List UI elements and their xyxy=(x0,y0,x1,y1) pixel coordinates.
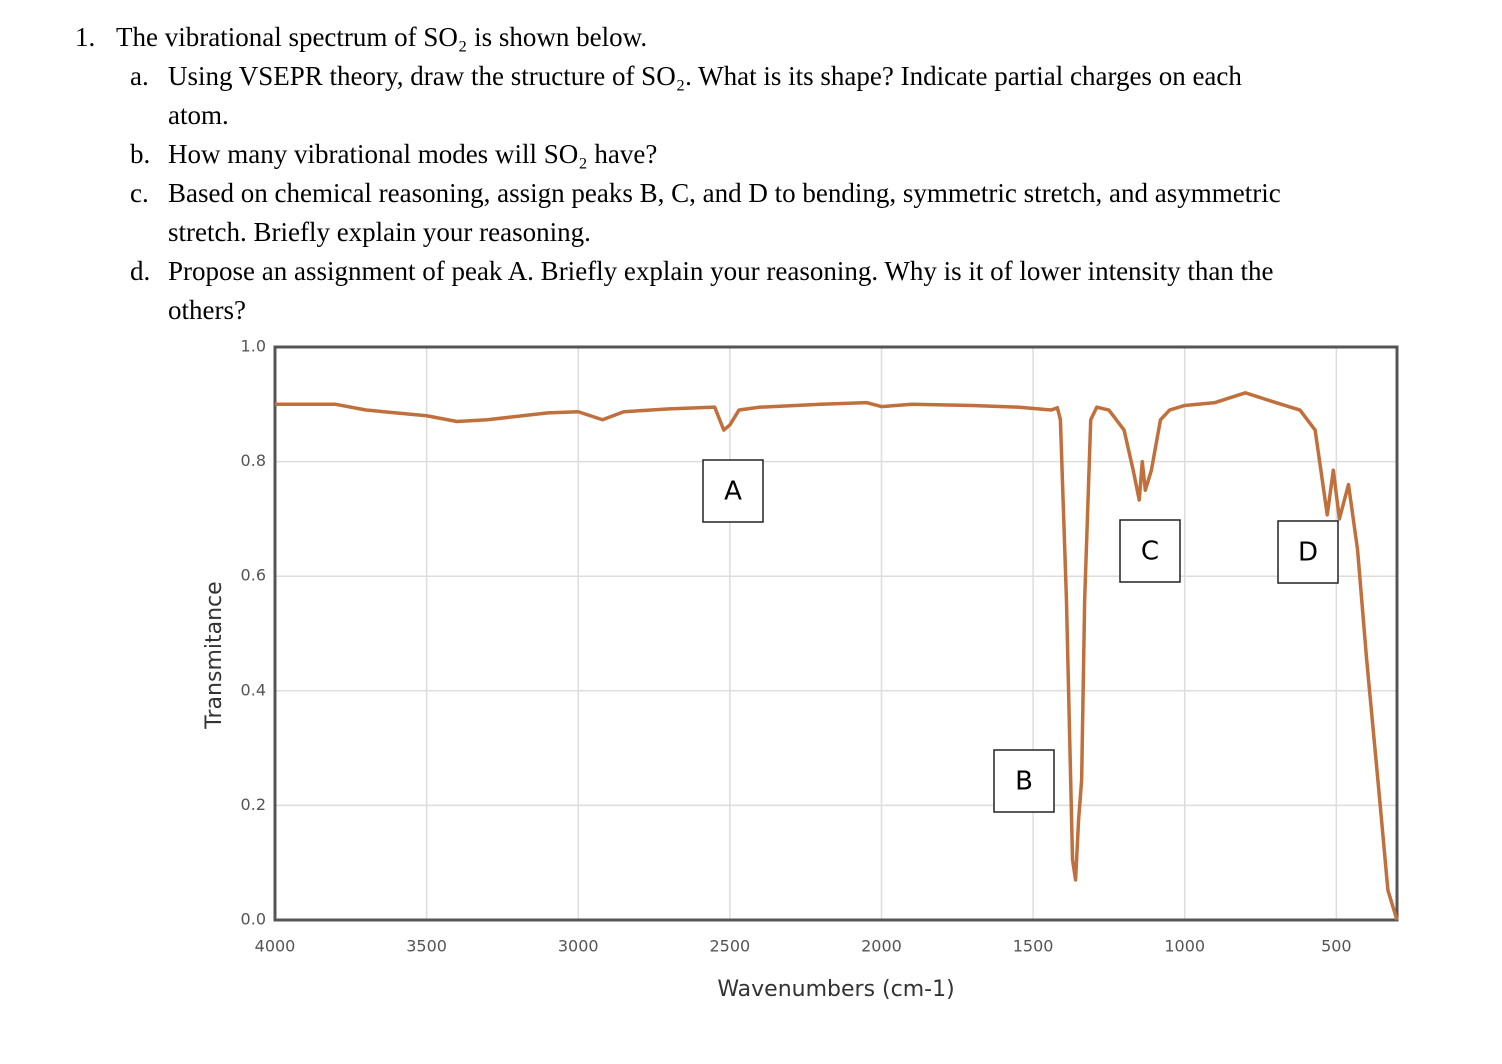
question-number: 1. xyxy=(75,22,96,52)
part: b. How many vibrational modes will SO₂ ha… xyxy=(0,135,1283,174)
x-tick-label: 1500 xyxy=(1013,937,1054,956)
y-tick-label: 0.6 xyxy=(241,566,266,585)
part-text: How many vibrational modes will SO₂ have… xyxy=(168,139,658,169)
part: d. Propose an assignment of peak A. Brief… xyxy=(0,252,1283,330)
x-tick-label: 1000 xyxy=(1164,937,1205,956)
y-tick-label: 0.4 xyxy=(241,680,266,699)
spectrum-line xyxy=(275,391,1399,921)
x-tick-label: 4000 xyxy=(255,937,296,956)
y-axis-label: Transmitance xyxy=(202,581,227,729)
question-text: The vibrational spectrum of SO₂ is shown… xyxy=(116,22,648,52)
y-tick-label: 0.8 xyxy=(241,451,266,470)
question: 1. The vibrational spectrum of SO₂ is sho… xyxy=(0,18,1286,330)
part-label: d. xyxy=(130,256,151,286)
y-tick-label: 0.0 xyxy=(241,910,266,929)
x-axis-label: Wavenumbers (cm-1) xyxy=(717,977,954,1002)
y-tick-label: 1.0 xyxy=(241,337,266,356)
parts: a. Using VSEPR theory, draw the structure… xyxy=(0,57,1286,330)
part-label: b. xyxy=(130,139,151,169)
x-tick-label: 3500 xyxy=(406,937,447,956)
part-label: a. xyxy=(130,61,149,91)
annotation: D xyxy=(1298,538,1318,568)
annotation-box xyxy=(1119,519,1181,583)
part: a. Using VSEPR theory, draw the structure… xyxy=(0,57,1283,135)
annotation-box xyxy=(702,459,764,523)
plot-frame xyxy=(273,345,1399,922)
x-tick-label: 500 xyxy=(1321,937,1352,956)
annotation: B xyxy=(1015,767,1033,797)
part-text: Propose an assignment of peak A. Briefly… xyxy=(168,256,1274,325)
part: c. Based on chemical reasoning, assign pe… xyxy=(0,174,1283,252)
x-tick-label: 2000 xyxy=(861,937,902,956)
annotation-box xyxy=(1277,520,1339,584)
annotation: C xyxy=(1141,537,1159,567)
part-text: Based on chemical reasoning, assign peak… xyxy=(168,178,1281,247)
annotation: A xyxy=(724,477,742,507)
question-line: 1. The vibrational spectrum of SO₂ is sho… xyxy=(0,18,1286,57)
part-text: Using VSEPR theory, draw the structure o… xyxy=(168,61,1242,130)
annotation-box xyxy=(993,749,1055,813)
x-tick-label: 3000 xyxy=(558,937,599,956)
y-tick-label: 0.2 xyxy=(241,795,266,814)
part-label: c. xyxy=(130,178,149,208)
x-tick-label: 2500 xyxy=(710,937,751,956)
